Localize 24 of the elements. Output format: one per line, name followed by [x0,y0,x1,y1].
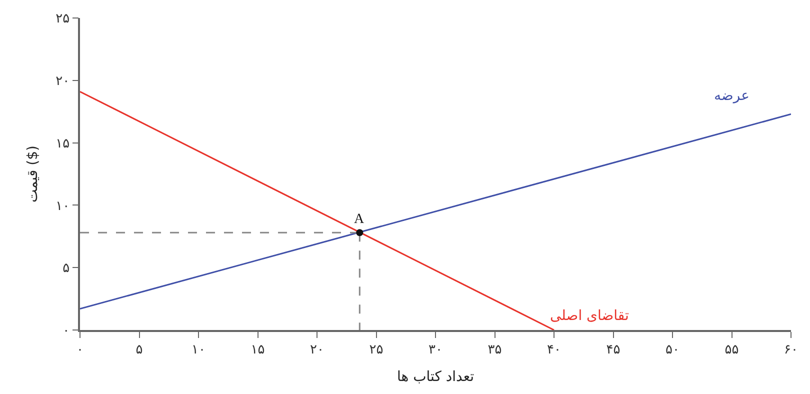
x-tick-label: ۴۵ [606,342,620,358]
x-axis-title: تعداد کتاب ها [396,369,474,386]
y-tick-label: ۱۰ [56,198,70,214]
y-tick-label: ۲۵ [56,12,70,27]
x-tick-label: ۱۵ [250,342,265,358]
x-tick-label: ۱۰ [192,342,206,358]
y-tick-label: ۲۰ [56,74,70,89]
x-tick-label: ۰ [76,342,84,358]
series-label: عرضه [714,88,750,104]
x-tick-label: ۵۰ [666,342,680,358]
annotation: A [354,212,365,227]
x-tick-label: ۶۰ [784,342,798,358]
x-tick-label: ۵۵ [724,342,739,358]
x-tick-label: ۵ [136,342,143,358]
y-tick-label: ۰ [62,324,70,339]
x-tick-label: ۴۰ [547,342,561,358]
x-tick-label: ۲۰ [310,342,324,358]
y-tick-label: ۱۵ [56,136,70,152]
y-axis-title: قیمت ($) [24,145,41,203]
x-tick-label: ۳۵ [488,342,502,358]
y-tick-label: ۵ [62,261,70,276]
x-tick-label: ۲۵ [369,342,384,358]
series-label: تقاضای اصلی [550,308,629,324]
x-tick-label: ۳۰ [428,342,442,358]
